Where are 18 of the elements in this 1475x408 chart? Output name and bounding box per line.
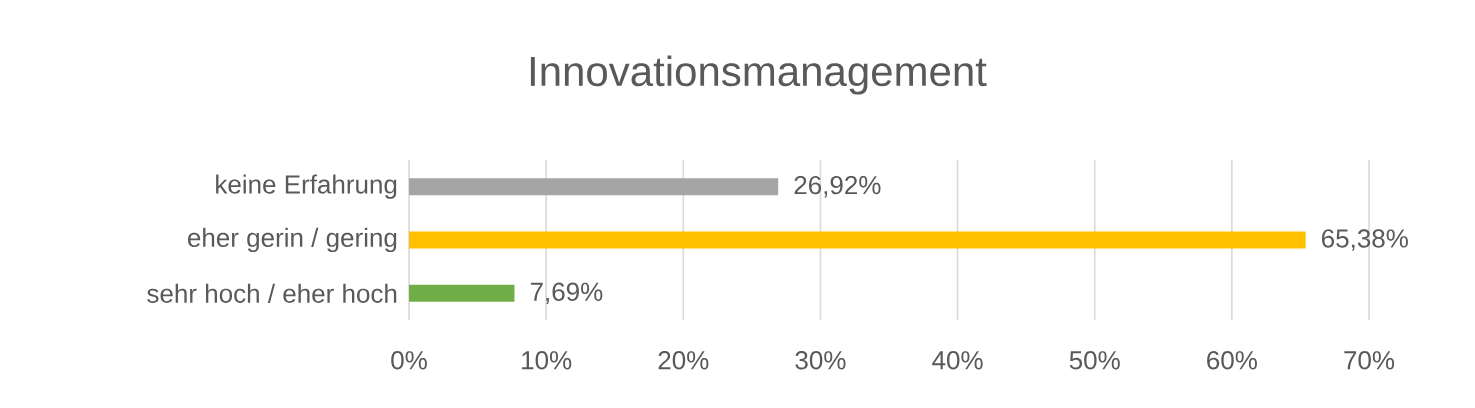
chart-title: Innovationsmanagement	[530, 55, 987, 95]
x-tick-label: 0%	[391, 351, 427, 370]
bar	[409, 178, 779, 196]
x-tick-label: 40%	[932, 351, 983, 370]
data-label: 65,38%	[1322, 229, 1408, 251]
y-tick-label: keine Erfahrung	[216, 174, 397, 199]
x-tick-label: 10%	[522, 351, 572, 370]
data-label: 7,69%	[530, 282, 603, 305]
bar	[409, 231, 1306, 249]
x-tick-label: 20%	[658, 351, 709, 370]
x-tick-label: 50%	[1069, 351, 1120, 370]
y-tick-label: eher gerin / gering	[188, 227, 397, 253]
bar	[409, 284, 515, 302]
data-label: 26,92%	[794, 175, 881, 198]
x-tick-label: 70%	[1344, 351, 1395, 370]
y-tick-label: sehr hoch / eher hoch	[147, 283, 397, 303]
x-tick-label: 30%	[795, 351, 846, 370]
x-tick-label: 60%	[1207, 351, 1257, 370]
